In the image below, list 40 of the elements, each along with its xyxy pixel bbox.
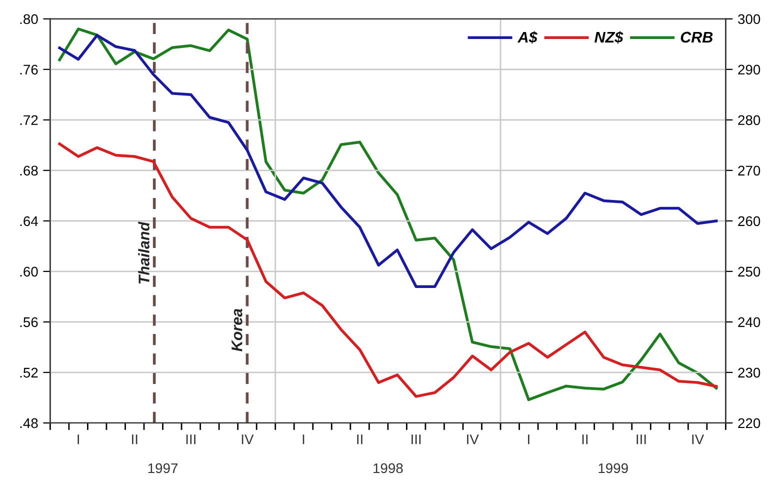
legend-label: NZ$: [594, 31, 624, 44]
y-tick-label: .56: [20, 317, 38, 328]
text: 1999: [598, 463, 628, 474]
annotation: Korea: [232, 308, 242, 352]
x-tick-label: III: [412, 434, 421, 444]
x-tick-label: IV: [242, 434, 254, 444]
x-tick-label: IV: [692, 434, 704, 444]
y-tick-label: .68: [20, 166, 38, 176]
y2-tick-label: 260: [738, 216, 760, 226]
x-tick-label: III: [186, 434, 196, 444]
y2-tick-label: 270: [738, 166, 760, 176]
text: 1997: [148, 463, 178, 474]
x-tick-label: I: [302, 434, 304, 444]
x-tick-label: I: [528, 434, 530, 444]
y2-tick-label: 250: [738, 266, 760, 277]
x-tick-label: III: [636, 434, 646, 444]
y2-tick-label: 240: [738, 317, 760, 328]
x-tick-label: II: [132, 434, 138, 444]
y2-tick-label: 300: [738, 14, 760, 24]
y2-tick-label: 290: [738, 64, 760, 75]
legend-label: CRB: [680, 32, 713, 43]
x-tick-label: II: [582, 434, 588, 444]
line-series: [58, 28, 718, 402]
text: 1998: [374, 463, 403, 474]
y-tick-label: .64: [20, 216, 38, 226]
y-tick-label: .76: [20, 64, 38, 75]
x-tick-label: IV: [467, 434, 479, 444]
annotation: Thailand: [138, 222, 150, 284]
y-tick-label: .60: [20, 266, 38, 277]
y-tick-label: .72: [20, 115, 38, 125]
line-series: [58, 142, 718, 398]
y-tick-label: .80: [20, 14, 38, 24]
x-tick-label: II: [357, 434, 362, 444]
y2-tick-label: 230: [738, 368, 760, 378]
y2-tick-label: 220: [738, 418, 760, 428]
y-tick-label: .48: [20, 418, 38, 428]
x-tick-label: I: [78, 434, 79, 444]
y-tick-label: .52: [20, 368, 38, 378]
legend-label: A$: [517, 31, 538, 44]
y2-tick-label: 280: [738, 115, 760, 126]
